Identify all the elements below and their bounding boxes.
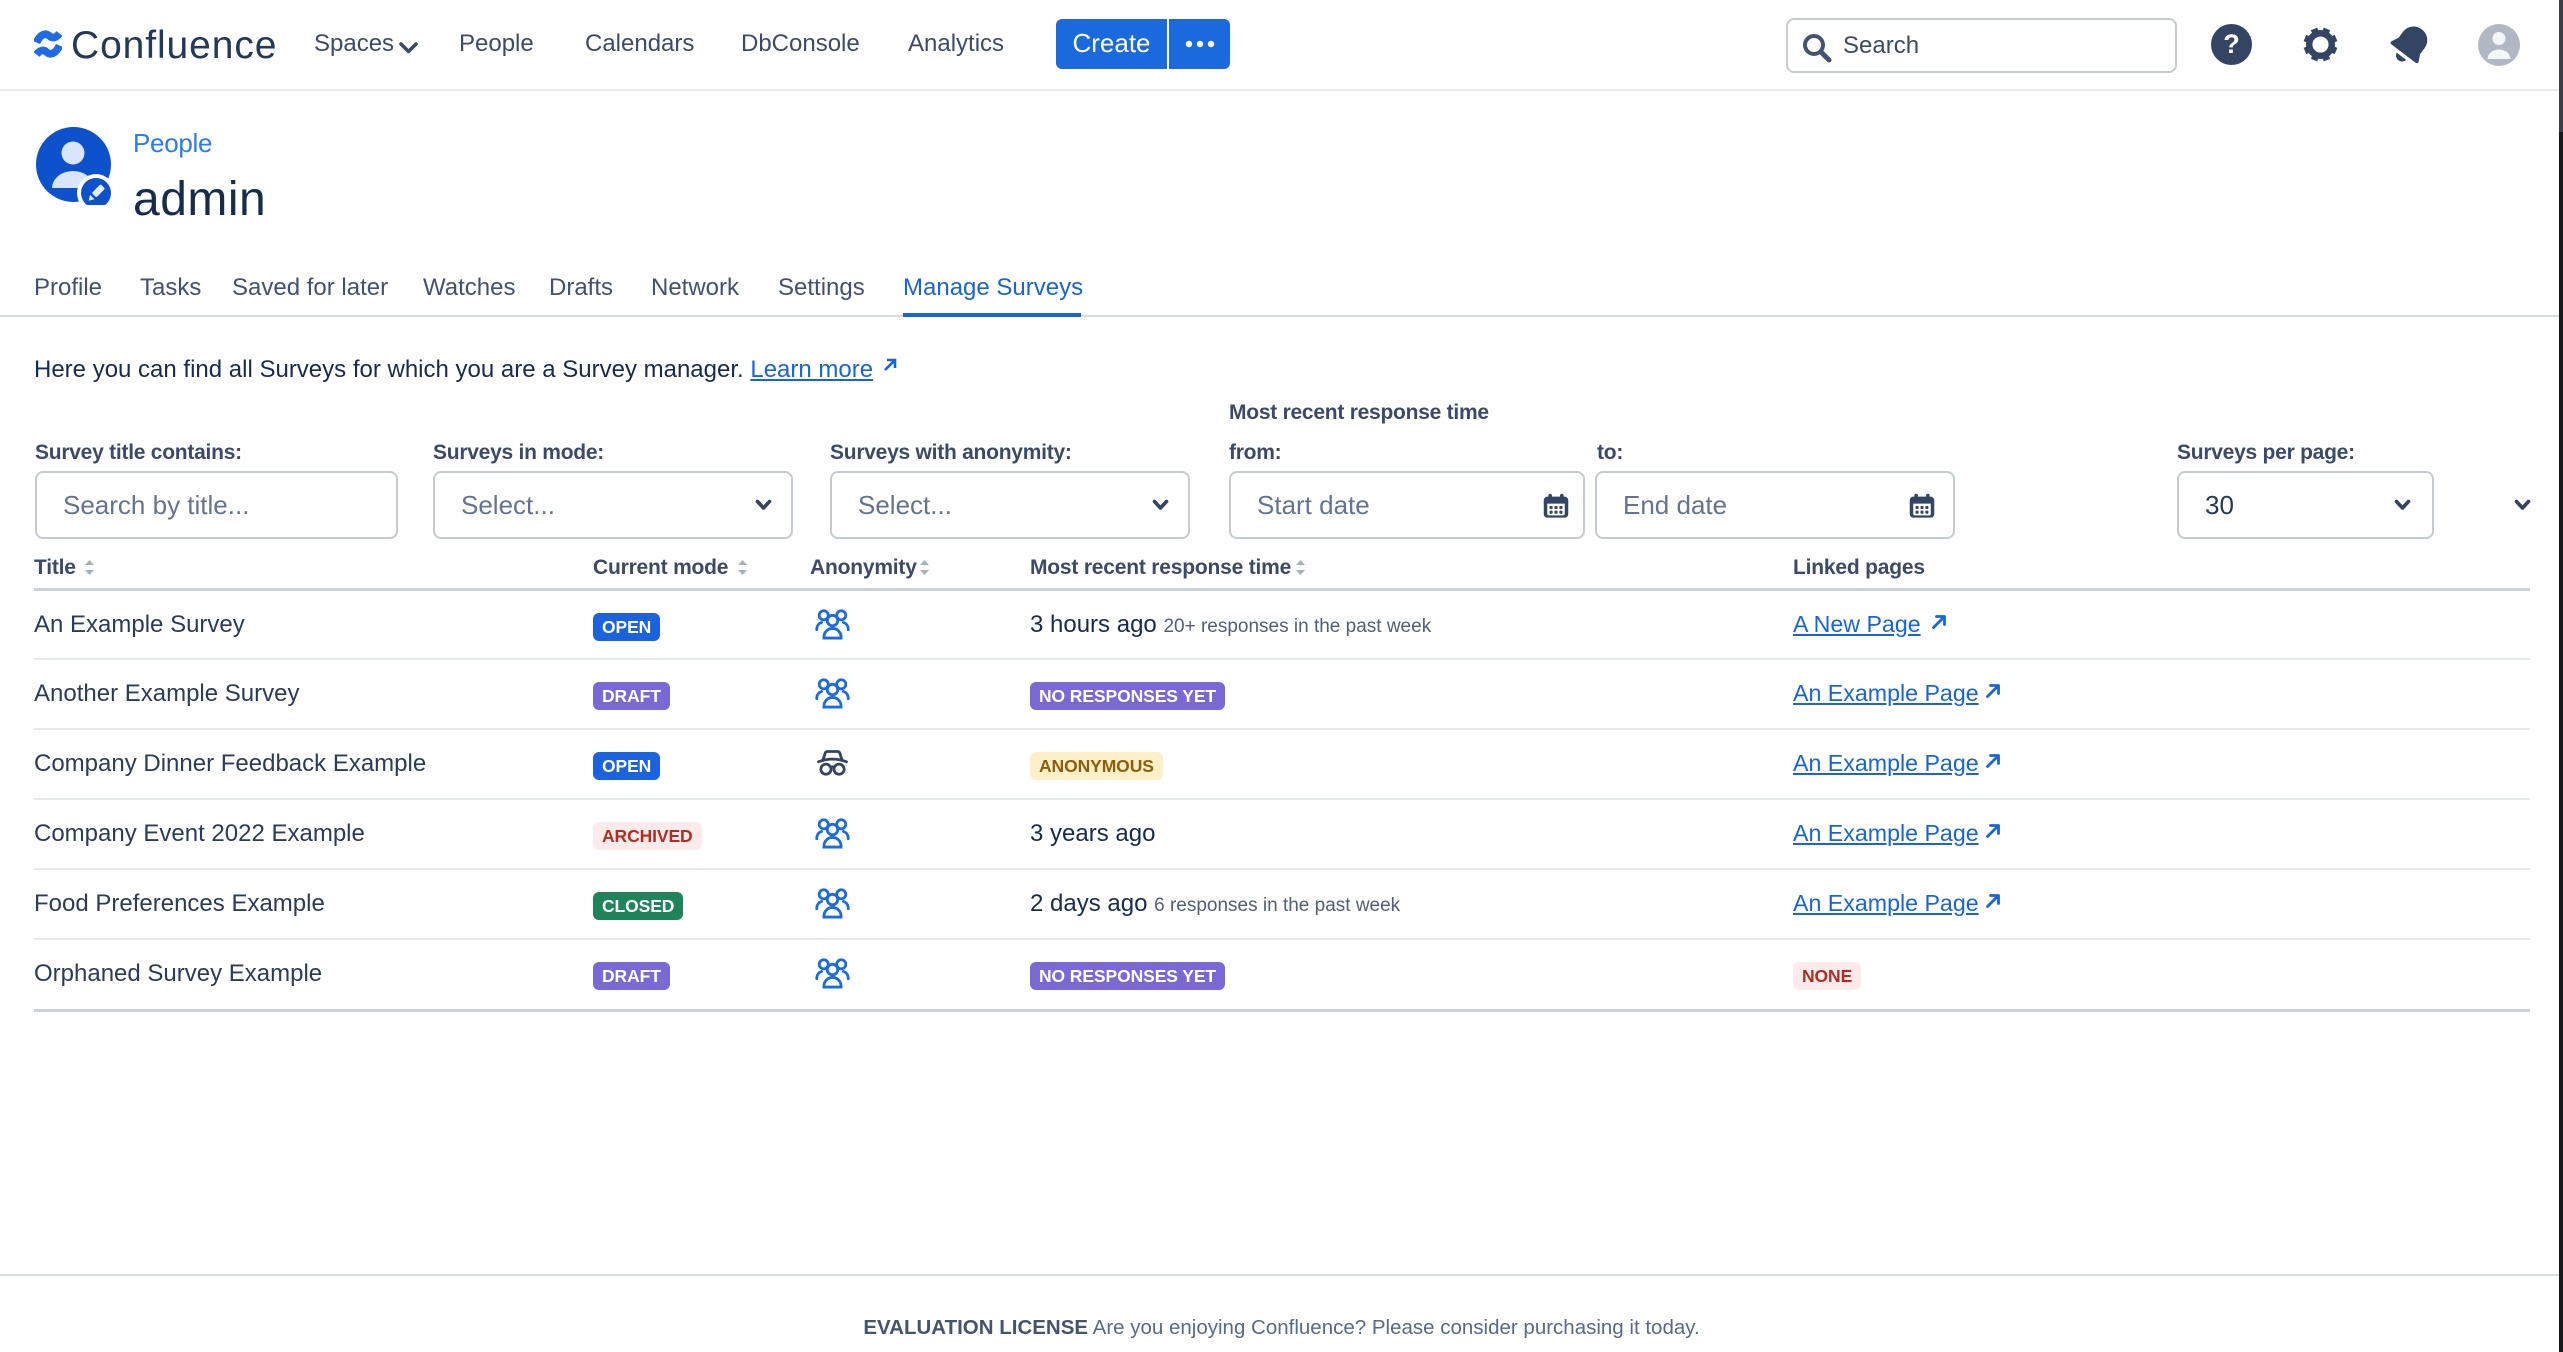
svg-text:?: ? xyxy=(2223,29,2240,59)
